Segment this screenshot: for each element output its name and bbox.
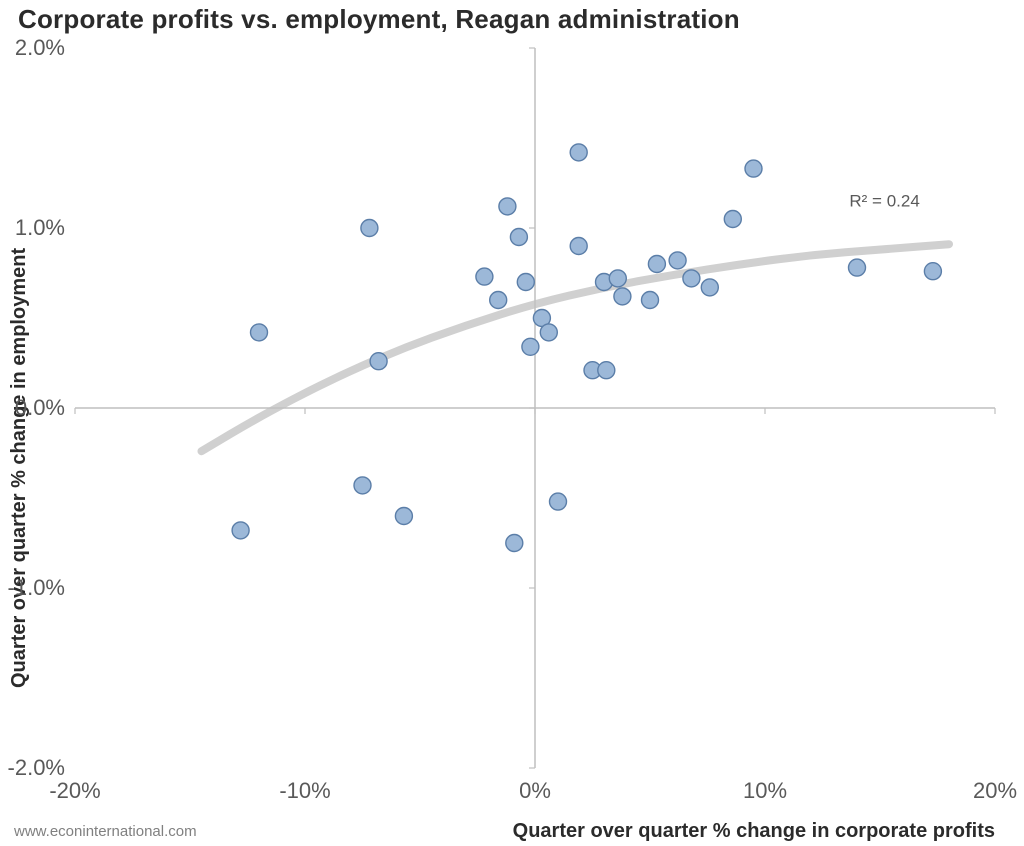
data-point [745, 160, 762, 177]
data-point [506, 535, 523, 552]
r-squared-label: R² = 0.24 [849, 191, 919, 210]
data-point [361, 220, 378, 237]
data-point [701, 279, 718, 296]
x-tick-label: 10% [743, 778, 787, 803]
data-point [642, 292, 659, 309]
data-point [517, 274, 534, 291]
data-point [570, 238, 587, 255]
y-tick-label: 1.0% [15, 215, 65, 240]
x-axis-label: Quarter over quarter % change in corpora… [435, 820, 995, 843]
data-point [550, 493, 567, 510]
y-tick-label: -1.0% [8, 575, 65, 600]
data-point [570, 144, 587, 161]
x-tick-label: -10% [279, 778, 330, 803]
data-point [476, 268, 493, 285]
data-point [683, 270, 700, 287]
data-point [540, 324, 557, 341]
y-tick-label: -2.0% [8, 755, 65, 780]
data-point [609, 270, 626, 287]
data-point [849, 259, 866, 276]
data-point [669, 252, 686, 269]
data-point [370, 353, 387, 370]
data-point [251, 324, 268, 341]
data-point [924, 263, 941, 280]
y-tick-label: 0.0% [15, 395, 65, 420]
scatter-plot: R² = 0.24 -20% -10% 0% 10% 20% -2.0% -1.0% 0.0% 1… [0, 0, 1024, 846]
data-point [510, 229, 527, 246]
x-tick-label: 0% [519, 778, 551, 803]
y-tick-label: 2.0% [15, 35, 65, 60]
data-point [598, 362, 615, 379]
data-point [614, 288, 631, 305]
trend-line [202, 244, 950, 451]
x-tick-label: -20% [49, 778, 100, 803]
data-point [490, 292, 507, 309]
x-tick-label: 20% [973, 778, 1017, 803]
source-url: www.econinternational.com [14, 823, 197, 840]
data-point [648, 256, 665, 273]
data-point [232, 522, 249, 539]
data-point [724, 211, 741, 228]
data-point [395, 508, 412, 525]
data-point [522, 338, 539, 355]
data-point [354, 477, 371, 494]
data-point [499, 198, 516, 215]
